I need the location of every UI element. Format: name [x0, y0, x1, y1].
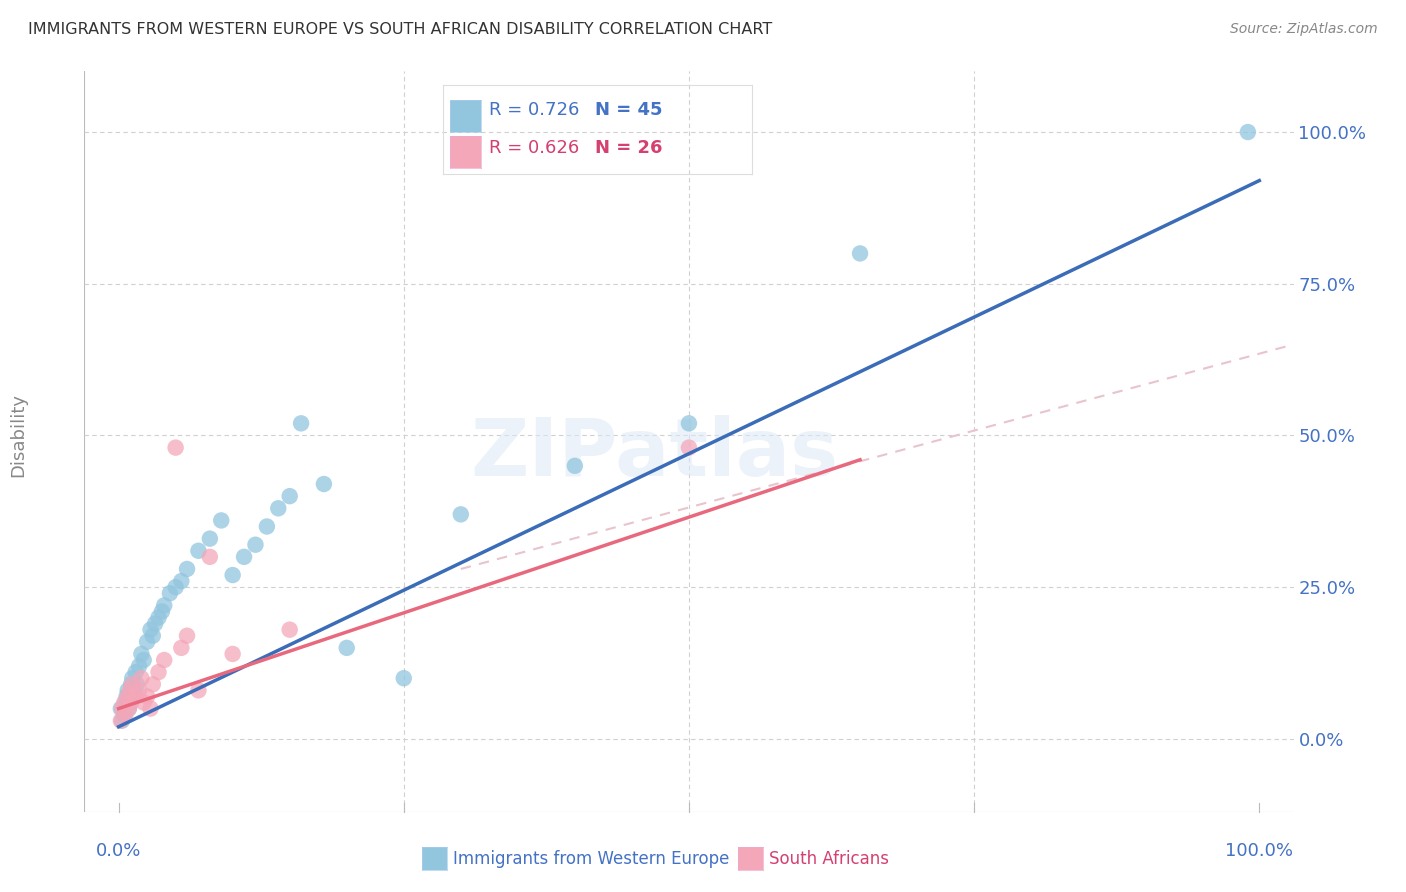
- Point: [165, 441, 187, 455]
- Point: [112, 707, 135, 722]
- Point: [120, 696, 142, 710]
- Text: Immigrants from Western Europe: Immigrants from Western Europe: [453, 850, 730, 868]
- Text: IMMIGRANTS FROM WESTERN EUROPE VS SOUTH AFRICAN DISABILITY CORRELATION CHART: IMMIGRANTS FROM WESTERN EUROPE VS SOUTH …: [28, 22, 772, 37]
- Text: ZIPatlas: ZIPatlas: [471, 415, 839, 492]
- Point: [136, 690, 159, 704]
- Point: [245, 538, 267, 552]
- Point: [128, 659, 150, 673]
- Point: [256, 519, 278, 533]
- Point: [118, 683, 141, 698]
- Point: [118, 690, 141, 704]
- Point: [678, 441, 700, 455]
- Point: [125, 677, 148, 691]
- Text: 0.0%: 0.0%: [96, 842, 141, 860]
- Point: [165, 580, 187, 594]
- Point: [111, 714, 134, 728]
- Point: [118, 701, 141, 715]
- Point: [118, 701, 141, 715]
- Point: [176, 629, 198, 643]
- Point: [290, 417, 312, 431]
- Point: [336, 640, 359, 655]
- Point: [221, 647, 243, 661]
- Point: [114, 707, 136, 722]
- Point: [115, 690, 138, 704]
- Text: N = 45: N = 45: [595, 101, 662, 119]
- Point: [128, 683, 150, 698]
- Point: [233, 549, 256, 564]
- Text: 100.0%: 100.0%: [1225, 842, 1294, 860]
- Point: [198, 549, 221, 564]
- Point: [187, 543, 209, 558]
- Point: [121, 677, 143, 691]
- Point: [170, 640, 193, 655]
- Point: [450, 508, 472, 522]
- Text: Source: ZipAtlas.com: Source: ZipAtlas.com: [1230, 22, 1378, 37]
- Point: [111, 701, 134, 715]
- Point: [209, 513, 232, 527]
- Point: [221, 568, 243, 582]
- Point: [150, 604, 173, 618]
- Text: R = 0.626: R = 0.626: [489, 139, 579, 157]
- Point: [136, 635, 159, 649]
- Point: [110, 701, 132, 715]
- Point: [125, 665, 148, 680]
- Point: [312, 477, 335, 491]
- Point: [267, 501, 290, 516]
- Point: [148, 610, 170, 624]
- Point: [148, 665, 170, 680]
- Point: [122, 683, 145, 698]
- Point: [392, 671, 415, 685]
- Point: [278, 623, 301, 637]
- Point: [117, 683, 139, 698]
- Point: [112, 696, 135, 710]
- Point: [187, 683, 209, 698]
- Point: [159, 586, 181, 600]
- Point: [132, 696, 155, 710]
- Point: [564, 458, 586, 473]
- Text: Disability: Disability: [10, 393, 27, 477]
- Point: [131, 671, 153, 685]
- Text: South Africans: South Africans: [769, 850, 889, 868]
- Point: [120, 677, 142, 691]
- Point: [278, 489, 301, 503]
- Point: [139, 701, 162, 715]
- Point: [125, 690, 148, 704]
- Point: [142, 629, 165, 643]
- Point: [153, 599, 176, 613]
- Point: [114, 696, 136, 710]
- Point: [139, 623, 162, 637]
- Point: [849, 246, 872, 260]
- Point: [132, 653, 155, 667]
- Point: [678, 417, 700, 431]
- Point: [153, 653, 176, 667]
- Point: [198, 532, 221, 546]
- Point: [121, 671, 143, 685]
- Point: [170, 574, 193, 588]
- Point: [1237, 125, 1260, 139]
- Point: [110, 714, 132, 728]
- Point: [142, 677, 165, 691]
- Text: N = 26: N = 26: [595, 139, 662, 157]
- Text: R = 0.726: R = 0.726: [489, 101, 579, 119]
- Point: [176, 562, 198, 576]
- Point: [117, 690, 139, 704]
- Point: [143, 616, 166, 631]
- Point: [131, 647, 153, 661]
